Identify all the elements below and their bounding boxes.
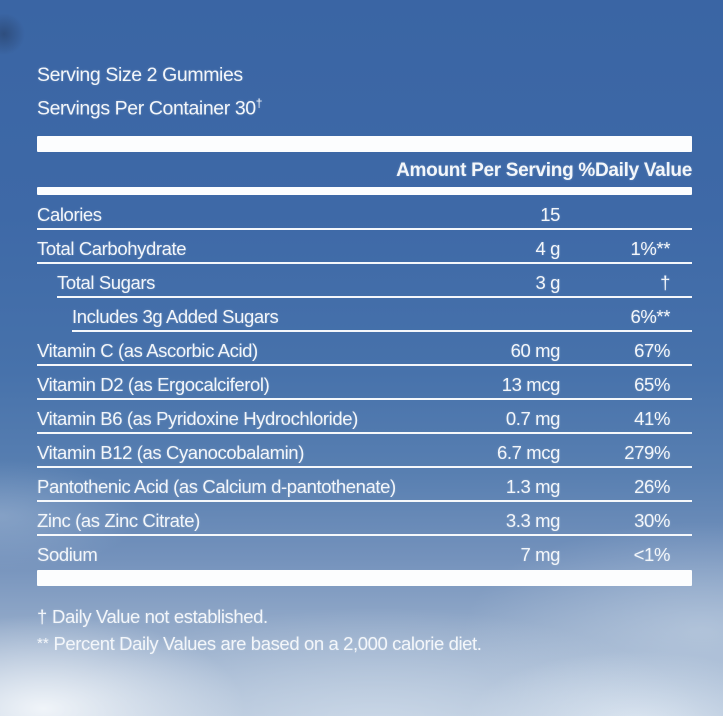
nutrient-name: Includes 3g Added Sugars	[72, 305, 279, 327]
nutrient-name: Calories	[37, 203, 102, 225]
serving-size-line: Serving Size 2 Gummies	[37, 64, 243, 86]
nutrient-name: Total Carbohydrate	[37, 237, 187, 259]
nutrient-daily-value: 41%	[634, 407, 670, 429]
table-row: Calories 15	[37, 196, 692, 230]
nutrient-name: Pantothenic Acid (as Calcium d-pantothen…	[37, 475, 396, 497]
table-row: Zinc (as Zinc Citrate) 3.3 mg 30%	[37, 502, 692, 536]
nutrient-amount: 3 g	[535, 271, 560, 293]
header-rule	[37, 187, 692, 195]
nutrient-amount: 6.7 mcg	[496, 441, 560, 463]
nutrient-daily-value: <1%	[633, 543, 671, 565]
column-header-text: Amount Per Serving %Daily Value	[396, 160, 692, 181]
nutrient-daily-value: 30%	[634, 509, 670, 531]
nutrient-daily-value: 67%	[634, 339, 670, 361]
table-row: Total Carbohydrate 4 g 1%**	[37, 230, 692, 264]
nutrient-amount: 0.7 mg	[505, 407, 561, 429]
nutrient-name: Zinc (as Zinc Citrate)	[37, 509, 200, 531]
footnote-line: ** Percent Daily Values are based on a 2…	[37, 631, 703, 658]
nutrient-amount: 15	[540, 203, 560, 225]
footnote-text: Daily Value not established.	[52, 606, 268, 627]
table-row: Vitamin D2 (as Ergocalciferol) 13 mcg 65…	[37, 366, 692, 400]
nutrient-name: Vitamin B6 (as Pyridoxine Hydrochloride)	[37, 407, 358, 429]
nutrient-name: Sodium	[37, 543, 98, 565]
nutrient-daily-value: †	[660, 271, 670, 293]
table-row: Vitamin B6 (as Pyridoxine Hydrochloride)…	[37, 400, 692, 434]
table-row: Includes 3g Added Sugars 6%**	[37, 298, 692, 332]
nutrient-name: Vitamin C (as Ascorbic Acid)	[37, 339, 258, 361]
footnote-line: † Daily Value not established.	[37, 604, 703, 631]
nutrient-name: Vitamin B12 (as Cyanocobalamin)	[37, 441, 304, 463]
serving-info: Serving Size 2 Gummies Servings Per Cont…	[37, 62, 262, 123]
nutrient-daily-value: 65%	[634, 373, 670, 395]
nutrient-amount: 60 mg	[510, 339, 561, 361]
table-row: Total Sugars 3 g †	[37, 264, 692, 298]
table-row: Sodium 7 mg <1%	[37, 536, 692, 570]
nutrient-name: Vitamin D2 (as Ergocalciferol)	[37, 373, 270, 395]
footnote-marker: **	[37, 634, 49, 652]
nutrition-table: Calories 15 Total Carbohydrate 4 g 1%** …	[37, 196, 692, 570]
nutrient-amount: 1.3 mg	[505, 475, 561, 497]
nutrient-daily-value: 6%**	[630, 305, 670, 327]
nutrient-daily-value: 279%	[624, 441, 670, 463]
nutrient-amount: 13 mcg	[501, 373, 561, 395]
nutrient-amount: 7 mg	[520, 543, 560, 565]
nutrient-daily-value: 26%	[634, 475, 670, 497]
column-header: Amount Per Serving %Daily Value	[37, 157, 692, 185]
footnote-marker: †	[37, 606, 48, 627]
nutrient-amount: 4 g	[535, 237, 560, 259]
servings-per-container-line: Servings Per Container 30†	[37, 95, 263, 120]
bottom-thick-rule	[37, 570, 692, 586]
footnote-text: Percent Daily Values are based on a 2,00…	[53, 632, 482, 654]
footnotes: † Daily Value not established. ** Percen…	[37, 604, 703, 657]
table-row: Pantothenic Acid (as Calcium d-pantothen…	[37, 468, 692, 502]
nutrient-daily-value: 1%**	[630, 237, 670, 259]
nutrient-amount: 3.3 mg	[505, 509, 561, 531]
top-thick-rule	[37, 136, 692, 152]
table-row: Vitamin B12 (as Cyanocobalamin) 6.7 mcg …	[37, 434, 692, 468]
dagger-superscript: †	[255, 95, 263, 110]
nutrient-name: Total Sugars	[57, 271, 156, 293]
table-row: Vitamin C (as Ascorbic Acid) 60 mg 67%	[37, 332, 692, 366]
